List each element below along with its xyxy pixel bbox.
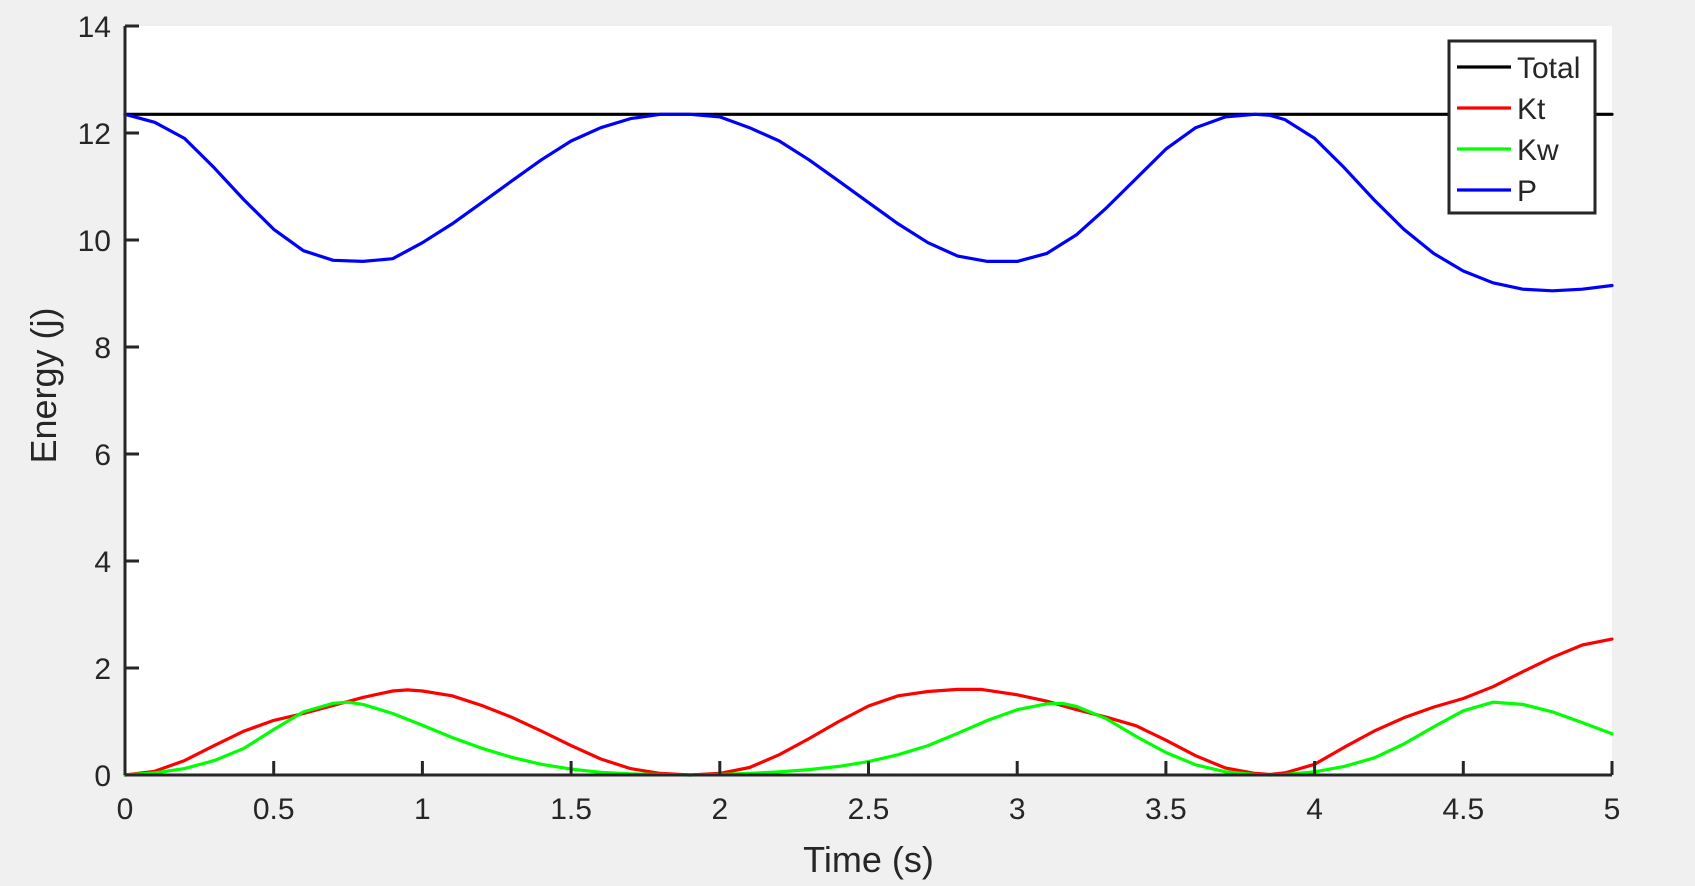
x-tick-label: 4.5 [1442, 793, 1484, 826]
y-tick-label: 6 [94, 439, 111, 472]
y-tick-label: 12 [78, 118, 111, 151]
y-tick-label: 10 [78, 225, 111, 258]
legend-label-kt: Kt [1517, 93, 1546, 126]
series-line-p [123, 112, 1614, 293]
series-layer [123, 112, 1614, 777]
x-tick-label: 1.5 [550, 793, 592, 826]
x-tick-label: 0 [117, 793, 134, 826]
legend-label-p: P [1517, 175, 1537, 208]
y-tick-label: 4 [94, 546, 111, 579]
legend: Total Kt Kw P [1447, 39, 1597, 215]
x-axis-label: Time (s) [803, 839, 934, 880]
x-tick-label: 1 [414, 793, 431, 826]
x-tick-label: 3.5 [1145, 793, 1187, 826]
legend-label-total: Total [1517, 52, 1580, 85]
plot-area [125, 26, 1612, 775]
x-tick-label: 2 [711, 793, 728, 826]
y-tick-label: 0 [94, 760, 111, 793]
axes-layer: 0 0.5 1 1.5 2 2.5 3 3.5 4 4.5 5 0 2 4 6 8 10 12 14 [78, 11, 1621, 826]
series-line-kt [123, 637, 1614, 777]
y-tick-label: 14 [78, 11, 111, 44]
x-tick-label: 4 [1306, 793, 1323, 826]
x-tick-label: 3 [1009, 793, 1026, 826]
y-tick-label: 8 [94, 332, 111, 365]
legend-box [1447, 39, 1597, 215]
series-line-kw [123, 700, 1614, 777]
x-tick-label: 5 [1604, 793, 1621, 826]
x-tick-label: 0.5 [253, 793, 295, 826]
y-axis-label: Energy (j) [23, 307, 64, 463]
y-tick-label: 2 [94, 653, 111, 686]
legend-label-kw: Kw [1517, 134, 1559, 167]
x-tick-label: 2.5 [848, 793, 890, 826]
